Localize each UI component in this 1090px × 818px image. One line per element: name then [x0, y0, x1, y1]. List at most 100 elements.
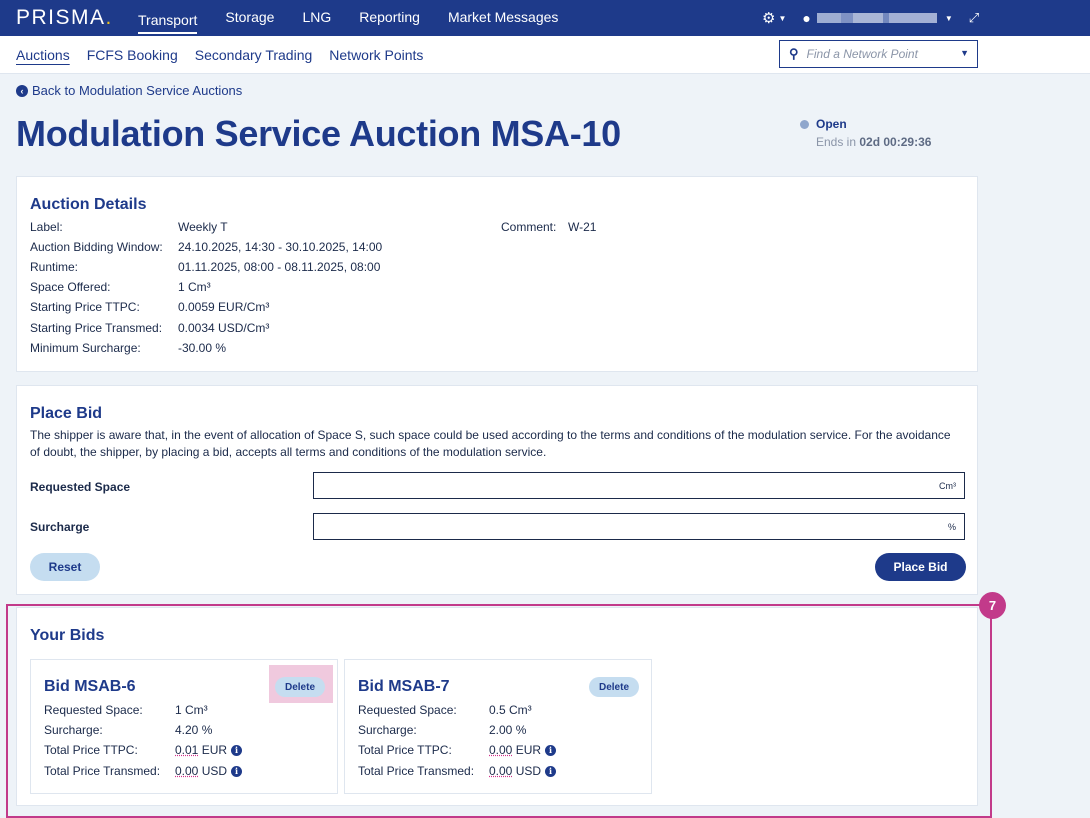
bid-title: Bid MSAB-7	[358, 678, 450, 695]
auction-status: Open Ends in 02d 00:29:36	[800, 117, 931, 149]
bid-label: Requested Space:	[358, 703, 457, 717]
bid-value: 2.00 %	[489, 723, 527, 737]
user-menu[interactable]	[816, 13, 937, 23]
bid-value: 4.20 %	[175, 723, 213, 737]
bid-price: 0.00 EUR i	[489, 743, 557, 757]
bid-label: Surcharge:	[358, 723, 417, 737]
top-right-controls: ⚙ ▼ ● ▼ ⤢	[762, 0, 979, 36]
user-icon[interactable]: ●	[802, 10, 811, 26]
delete-bid-button[interactable]: Delete	[589, 677, 639, 697]
requested-space-unit: Cm³	[939, 481, 956, 491]
bid-label: Total Price TTPC:	[358, 743, 452, 757]
detail-value: Weekly T	[178, 220, 228, 234]
surcharge-field[interactable]: %	[313, 513, 965, 540]
requested-space-label: Requested Space	[30, 480, 131, 494]
detail-value: 24.10.2025, 14:30 - 30.10.2025, 14:00	[178, 240, 383, 254]
bid-card: Bid MSAB-6 Delete Requested Space: 1 Cm³…	[30, 659, 338, 794]
page-title: Modulation Service Auction MSA-10	[16, 113, 621, 154]
chevron-down-icon[interactable]: ▼	[944, 13, 953, 23]
info-icon[interactable]: i	[545, 765, 557, 777]
requested-space-input[interactable]	[320, 473, 920, 498]
subnav-secondary-trading[interactable]: Secondary Trading	[194, 47, 313, 63]
detail-label: Starting Price Transmed:	[30, 321, 163, 335]
detail-value: 1 Cm³	[178, 280, 211, 294]
price-currency: EUR	[201, 743, 228, 757]
bid-label: Total Price TTPC:	[44, 743, 138, 757]
detail-label: Auction Bidding Window:	[30, 240, 163, 254]
ends-in: Ends in 02d 00:29:36	[816, 135, 931, 149]
place-bid-description: The shipper is aware that, in the event …	[30, 428, 951, 459]
prisma-logo[interactable]: PRISMA.	[16, 6, 113, 29]
detail-value: 0.0034 USD/Cm³	[178, 321, 270, 335]
subnav-auctions[interactable]: Auctions	[16, 47, 70, 63]
nav-lng[interactable]: LNG	[302, 9, 332, 25]
surcharge-label: Surcharge	[30, 520, 90, 534]
chevron-left-icon: ‹	[16, 84, 28, 97]
comment-label: Comment:	[501, 220, 557, 234]
detail-label: Space Offered:	[30, 280, 111, 294]
chevron-down-icon[interactable]: ▼	[778, 13, 787, 23]
bid-price: 0.01 EUR i	[175, 743, 243, 757]
bid-label: Surcharge:	[44, 723, 103, 737]
price-amount: 0.01	[175, 743, 199, 757]
back-link[interactable]: ‹ Back to Modulation Service Auctions	[16, 83, 242, 98]
ends-prefix: Ends in	[816, 135, 857, 149]
detail-value: -30.00 %	[178, 341, 227, 355]
auction-details-panel: Auction Details Label: Weekly T Auction …	[16, 176, 978, 372]
detail-label: Label:	[30, 220, 63, 234]
surcharge-input[interactable]	[320, 514, 920, 539]
detail-value: 0.0059 EUR/Cm³	[178, 300, 270, 314]
detail-label: Runtime:	[30, 260, 79, 274]
info-icon[interactable]: i	[231, 744, 243, 756]
comment-value: W-21	[568, 220, 597, 234]
requested-space-field[interactable]: Cm³	[313, 472, 965, 499]
price-currency: USD	[515, 764, 542, 778]
info-icon[interactable]: i	[545, 744, 557, 756]
bid-label: Total Price Transmed:	[44, 764, 161, 778]
nav-transport[interactable]: Transport	[138, 4, 198, 34]
gear-icon[interactable]: ⚙	[762, 10, 776, 27]
bid-price: 0.00 USD i	[489, 764, 557, 778]
nav-reporting[interactable]: Reporting	[359, 9, 420, 25]
search-icon: ⚲	[789, 46, 799, 61]
bid-label: Requested Space:	[44, 703, 143, 717]
sub-nav: Auctions FCFS Booking Secondary Trading …	[16, 36, 440, 74]
info-icon[interactable]: i	[231, 765, 243, 777]
nav-storage[interactable]: Storage	[225, 9, 275, 25]
back-link-label: Back to Modulation Service Auctions	[32, 83, 243, 98]
subnav-fcfs-booking[interactable]: FCFS Booking	[86, 47, 178, 63]
bid-value: 1 Cm³	[175, 703, 208, 717]
your-bids-heading: Your Bids	[30, 627, 105, 644]
network-point-input[interactable]	[806, 47, 952, 61]
detail-value: 01.11.2025, 08:00 - 08.11.2025, 08:00	[178, 260, 381, 274]
your-bids-panel: Your Bids Bid MSAB-6 Delete Requested Sp…	[16, 607, 978, 806]
price-currency: USD	[201, 764, 228, 778]
main-nav: Transport Storage LNG Reporting Market M…	[138, 0, 586, 36]
expand-icon[interactable]: ⤢	[968, 10, 980, 25]
place-bid-button[interactable]: Place Bid	[875, 553, 966, 581]
place-bid-panel: Place Bid The shipper is aware that, in …	[16, 385, 978, 595]
price-amount: 0.00	[175, 764, 199, 778]
detail-label: Starting Price TTPC:	[30, 300, 140, 314]
network-point-search[interactable]: ⚲ ▼	[779, 40, 978, 68]
auction-details-heading: Auction Details	[30, 196, 147, 213]
sub-navbar: Auctions FCFS Booking Secondary Trading …	[0, 36, 1090, 74]
bid-card: Bid MSAB-7 Delete Requested Space: 0.5 C…	[344, 659, 652, 794]
bid-value: 0.5 Cm³	[489, 703, 532, 717]
detail-label: Minimum Surcharge:	[30, 341, 141, 355]
place-bid-heading: Place Bid	[30, 405, 103, 422]
annotation-number: 7	[979, 592, 1006, 619]
bid-price: 0.00 USD i	[175, 764, 243, 778]
subnav-network-points[interactable]: Network Points	[329, 47, 424, 63]
delete-bid-button[interactable]: Delete	[275, 677, 325, 697]
top-navbar: PRISMA. Transport Storage LNG Reporting …	[0, 0, 1090, 36]
bid-title: Bid MSAB-6	[44, 678, 136, 695]
price-amount: 0.00	[489, 743, 513, 757]
reset-button[interactable]: Reset	[30, 553, 100, 581]
status-dot-icon	[800, 119, 809, 129]
ends-countdown: 02d 00:29:36	[859, 135, 932, 149]
price-amount: 0.00	[489, 764, 513, 778]
nav-market-messages[interactable]: Market Messages	[447, 9, 559, 25]
logo-text: PRISMA	[16, 6, 106, 29]
chevron-down-icon[interactable]: ▼	[960, 48, 969, 58]
